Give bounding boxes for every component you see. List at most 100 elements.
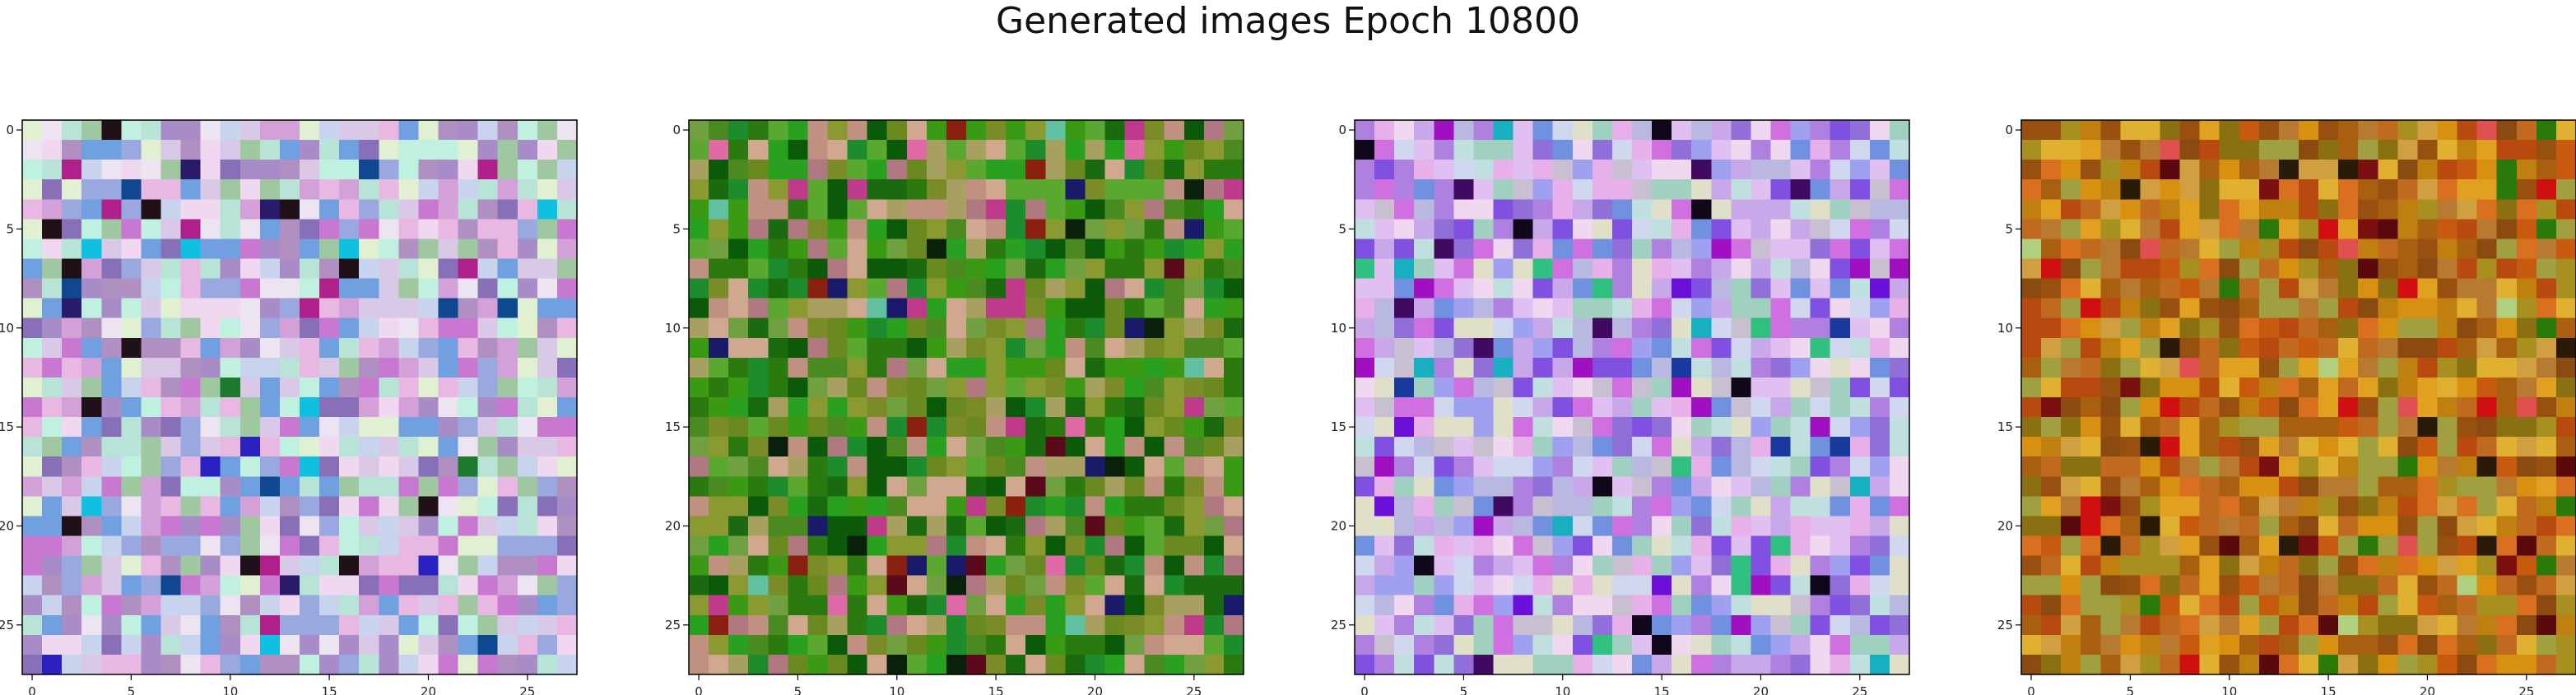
pixel-cell <box>1085 516 1106 537</box>
pixel-cell <box>2041 417 2062 438</box>
pixel-cell <box>2536 496 2557 517</box>
pixel-cell <box>1711 496 1732 517</box>
pixel-cell <box>966 654 987 675</box>
pixel-cell <box>1414 278 1434 299</box>
pixel-cell <box>1124 614 1146 636</box>
pixel-cell <box>2457 397 2478 418</box>
pixel-cell <box>2299 535 2319 557</box>
pixel-cell <box>477 476 499 497</box>
pixel-cell <box>2358 219 2378 240</box>
pixel-cell <box>807 634 829 656</box>
pixel-cell <box>2555 437 2576 457</box>
pixel-cell <box>1751 417 1772 438</box>
pixel-cell <box>1104 278 1126 299</box>
pixel-cell <box>379 337 399 359</box>
pixel-cell <box>926 417 947 438</box>
pixel-cell <box>1025 179 1046 200</box>
pixel-cell <box>847 516 868 537</box>
pixel-cell <box>319 278 340 299</box>
pixel-cell <box>1611 437 1633 457</box>
pixel-cell <box>339 595 360 616</box>
pixel-cell <box>2140 377 2161 398</box>
pixel-cell <box>1869 575 1890 596</box>
pixel-cell <box>2536 199 2557 220</box>
pixel-cell <box>2358 377 2378 398</box>
pixel-cell <box>1025 535 1046 557</box>
pixel-cell <box>1414 456 1434 477</box>
pixel-cell <box>2516 634 2537 656</box>
pixel-cell <box>2199 614 2220 636</box>
pixel-cell <box>1611 595 1633 616</box>
pixel-cell <box>1453 377 1475 398</box>
pixel-cell <box>1025 377 1046 398</box>
pixel-cell <box>1592 634 1613 656</box>
pixel-cell <box>1025 654 1046 675</box>
pixel-cell <box>2278 179 2299 200</box>
pixel-cell <box>1493 456 1514 477</box>
pixel-cell <box>728 278 749 299</box>
pixel-cell <box>1183 634 1205 656</box>
pixel-cell <box>220 575 241 596</box>
pixel-cell <box>2338 595 2359 616</box>
pixel-cell <box>1183 476 1205 497</box>
pixel-cell <box>1414 397 1434 418</box>
pixel-cell <box>2120 239 2141 260</box>
pixel-cell <box>2120 496 2141 517</box>
pixel-cell <box>180 199 202 220</box>
pixel-cell <box>438 575 459 596</box>
pixel-cell <box>1532 377 1554 398</box>
pixel-cell <box>1006 516 1026 537</box>
pixel-cell <box>319 239 340 260</box>
pixel-cell <box>1223 160 1244 180</box>
pixel-cell <box>458 575 479 596</box>
pixel-cell <box>906 397 928 418</box>
pixel-cell <box>807 417 829 438</box>
pixel-cell <box>42 219 63 240</box>
pixel-cell <box>517 575 538 596</box>
pixel-cell <box>398 317 420 339</box>
pixel-cell <box>1810 140 1831 160</box>
pixel-cell <box>2160 496 2181 517</box>
pixel-cell <box>689 575 709 596</box>
pixel-cell <box>1453 496 1475 517</box>
pixel-cell <box>359 160 379 180</box>
pixel-cell <box>2081 437 2101 457</box>
pixel-cell <box>1124 258 1146 280</box>
pixel-cell <box>2536 535 2557 557</box>
pixel-cell <box>477 535 499 557</box>
pixel-cell <box>946 160 967 180</box>
pixel-cell <box>966 397 987 418</box>
pixel-cell <box>788 397 809 418</box>
pixel-cell <box>1355 516 1375 537</box>
pixel-cell <box>2299 317 2319 339</box>
pixel-cell <box>1652 575 1672 596</box>
pixel-cell <box>2476 634 2498 656</box>
pixel-cell <box>2179 199 2201 220</box>
pixel-cell <box>1434 357 1454 378</box>
pixel-cell <box>1691 476 1712 497</box>
pixel-cell <box>22 258 43 280</box>
pixel-cell <box>1394 258 1415 280</box>
pixel-cell <box>1830 258 1851 280</box>
pixel-cell <box>1830 357 1851 378</box>
pixel-cell <box>1453 417 1475 438</box>
pixel-cell <box>1652 258 1672 280</box>
pixel-cell <box>2378 595 2398 616</box>
pixel-cell <box>788 595 809 616</box>
pixel-cell <box>2041 278 2062 299</box>
pixel-cell <box>319 496 340 517</box>
pixel-cell <box>2417 357 2439 378</box>
pixel-cell <box>1592 555 1613 577</box>
pixel-cell <box>807 278 829 299</box>
pixel-cell <box>2457 654 2478 675</box>
pixel-cell <box>1889 337 1910 359</box>
pixel-cell <box>709 179 729 200</box>
pixel-cell <box>279 179 300 200</box>
pixel-cell <box>2219 456 2240 477</box>
pixel-cell <box>1183 160 1205 180</box>
pixel-cell <box>2378 535 2398 557</box>
pixel-cell <box>827 575 849 596</box>
pixel-cell <box>180 317 202 339</box>
pixel-cell <box>2318 337 2339 359</box>
pixel-cell <box>497 278 518 299</box>
